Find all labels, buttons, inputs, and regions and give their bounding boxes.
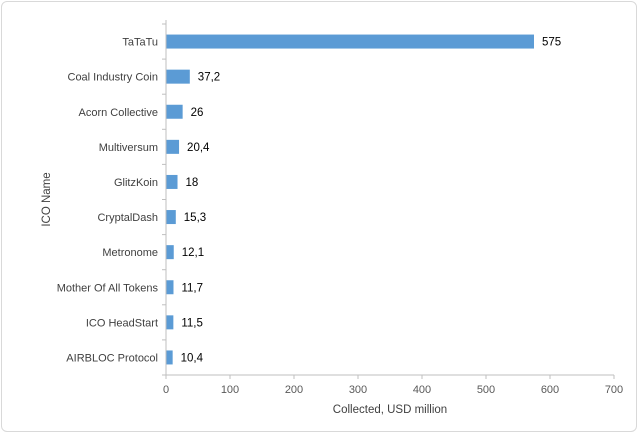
x-tick-label: 600 [541,384,559,396]
bar [166,139,180,154]
x-tick-label: 400 [413,384,431,396]
bar [166,104,183,119]
bar [166,350,173,365]
value-label: 11,7 [181,282,203,294]
bar [166,69,190,84]
value-label: 12,1 [182,247,204,259]
bar [166,315,174,330]
category-label: TaTaTu [122,37,158,49]
category-label: Multiversum [99,142,158,154]
category-label: CryptalDash [97,212,158,224]
category-label: GlitzKoin [114,177,158,189]
value-label: 10,4 [181,352,204,364]
x-tick-label: 100 [221,384,239,396]
category-label: AIRBLOC Protocol [66,352,158,364]
x-tick-label: 300 [349,384,367,396]
value-labels: 575 37,2 26 20,4 18 15,3 12,1 11,7 11,5 10,4 [181,37,562,365]
bar [166,280,174,295]
category-label: ICO HeadStart [86,317,158,329]
category-labels: TaTaTu Coal Industry Coin Acorn Collective… [57,37,159,365]
bar [166,210,176,225]
value-label: 20,4 [187,142,210,154]
bar [166,245,174,260]
category-label: Metronome [102,247,158,259]
value-label: 26 [191,107,204,119]
y-axis-title: ICO Name [41,172,53,226]
bar [166,174,178,189]
value-label: 15,3 [184,212,206,224]
x-tick-labels: 0 100 200 300 400 500 600 700 [163,384,623,396]
bars-group [166,34,534,365]
value-label: 37,2 [198,72,220,84]
axes-group [162,20,615,379]
category-label: Mother Of All Tokens [57,282,159,294]
category-label: Acorn Collective [79,107,158,119]
category-label: Coal Industry Coin [68,72,159,84]
bar [166,34,534,49]
x-axis-title: Collected, USD million [333,404,447,416]
x-tick-label: 0 [163,384,169,396]
value-label: 11,5 [181,317,203,329]
x-tick-label: 200 [285,384,303,396]
value-label: 18 [186,177,199,189]
x-tick-label: 700 [605,384,623,396]
x-tick-label: 500 [477,384,495,396]
value-label: 575 [542,37,561,49]
